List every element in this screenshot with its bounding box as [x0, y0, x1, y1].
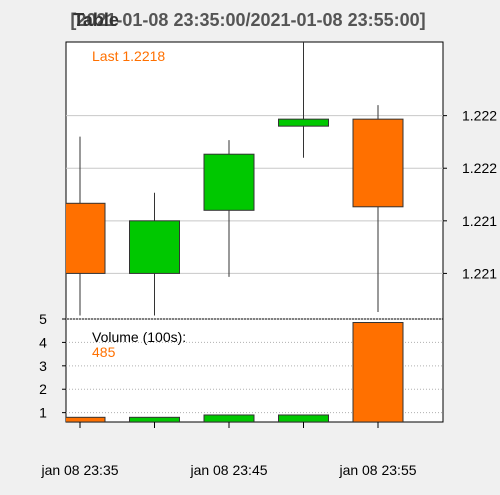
volume-tick-label: 4	[39, 334, 47, 350]
price-tick-label: 1.222	[462, 108, 497, 124]
candle-body	[278, 118, 329, 127]
chart-title-overlay: Table	[73, 10, 119, 30]
candle-body	[66, 202, 106, 274]
candle-body	[203, 153, 255, 211]
candle-body	[352, 118, 404, 208]
volume-bar	[203, 414, 255, 422]
volume-tick-label: 1	[39, 405, 47, 421]
chart-title: [2021-01-08 23:35:00/2021-01-08 23:55:00…	[70, 10, 425, 30]
price-tick-label: 1.222	[462, 160, 497, 176]
price-tick-label: 1.221	[462, 265, 497, 281]
volume-bar	[278, 414, 329, 422]
volume-bar	[129, 416, 180, 422]
volume-label: Volume (100s):	[92, 329, 186, 345]
volume-tick-label: 5	[39, 311, 47, 327]
candle-body	[129, 220, 180, 274]
price-tick-label: 1.221	[462, 213, 497, 229]
x-tick-label: jan 08 23:35	[40, 462, 118, 478]
volume-tick-label: 3	[39, 358, 47, 374]
x-tick-label: jan 08 23:45	[189, 462, 267, 478]
volume-bar	[352, 322, 404, 422]
volume-tick-label: 2	[39, 381, 47, 397]
volume-value: 485	[92, 344, 116, 360]
last-price-label: Last 1.2218	[92, 48, 165, 64]
x-tick-label: jan 08 23:55	[338, 462, 416, 478]
